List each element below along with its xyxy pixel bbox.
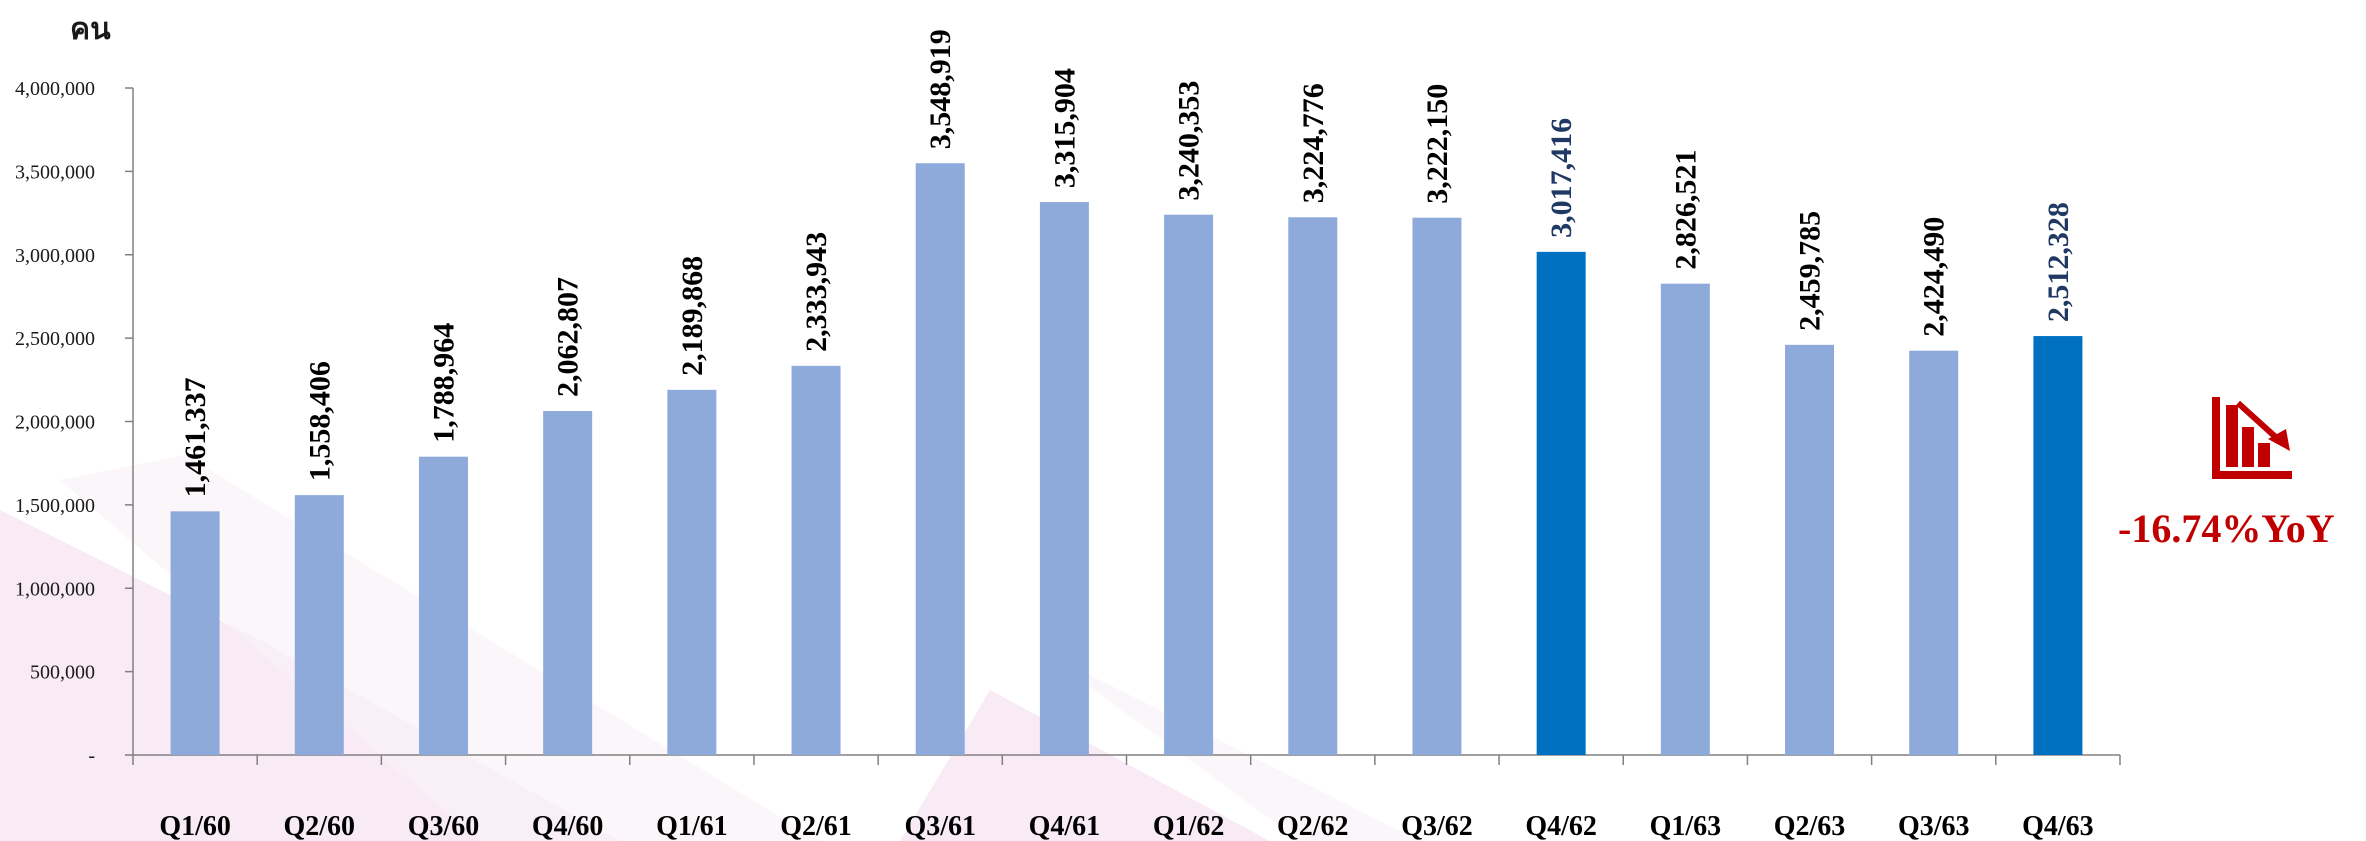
bar <box>1660 283 1710 755</box>
bar-value-label: 3,240,353 <box>1173 81 1206 201</box>
bar-value-label: 1,461,337 <box>179 377 212 497</box>
yoy-change-label: -16.74%YoY <box>2118 506 2335 551</box>
y-tick-label: 500,000 <box>30 662 95 684</box>
x-tick-label: Q2/62 <box>1277 811 1349 841</box>
x-tick-label: Q3/63 <box>1898 811 1970 841</box>
bar-value-label: 2,424,490 <box>1918 217 1951 337</box>
x-tick-label: Q1/63 <box>1650 811 1722 841</box>
bar-value-label: 2,512,328 <box>2042 202 2075 322</box>
x-tick-label: Q3/62 <box>1401 811 1473 841</box>
bar-value-label: 2,333,943 <box>800 232 833 352</box>
bar <box>1412 217 1462 755</box>
y-tick-label: 3,500,000 <box>15 161 95 183</box>
bar-value-label: 3,222,150 <box>1421 84 1454 204</box>
x-tick-label: Q2/60 <box>284 811 356 841</box>
x-tick-label: Q4/63 <box>2022 811 2094 841</box>
x-tick-label: Q4/61 <box>1029 811 1101 841</box>
bar <box>1288 217 1338 755</box>
bar <box>1909 350 1959 755</box>
x-tick-label: Q2/61 <box>780 811 852 841</box>
bar-value-label: 1,788,964 <box>427 323 460 443</box>
bar-value-label: 3,548,919 <box>924 29 957 149</box>
bar <box>1536 251 1586 755</box>
bar <box>915 163 965 755</box>
bar <box>1785 344 1835 755</box>
bar <box>2033 336 2083 755</box>
y-tick-label: 4,000,000 <box>15 78 95 100</box>
x-tick-label: Q2/63 <box>1774 811 1846 841</box>
x-tick-label: Q1/62 <box>1153 811 1225 841</box>
chart-down-trend-icon <box>2212 397 2292 479</box>
bar <box>791 365 841 755</box>
y-tick-label: 3,000,000 <box>15 245 95 267</box>
x-tick-label: Q3/60 <box>408 811 480 841</box>
x-tick-label: Q4/60 <box>532 811 604 841</box>
unit-label: คน <box>70 12 111 47</box>
bar <box>667 389 717 755</box>
bar-value-label: 2,189,868 <box>676 256 709 376</box>
bar-value-label: 3,224,776 <box>1297 83 1330 203</box>
x-tick-label: Q3/61 <box>904 811 976 841</box>
x-tick-label: Q1/60 <box>159 811 231 841</box>
y-tick-label: 2,500,000 <box>15 328 95 350</box>
bar-value-label: 1,558,406 <box>303 361 336 481</box>
x-tick-label: Q4/62 <box>1525 811 1597 841</box>
y-tick-label: - <box>88 745 95 767</box>
bar-value-label: 2,459,785 <box>1794 211 1827 331</box>
bar <box>1039 202 1089 756</box>
y-tick-label: 1,500,000 <box>15 495 95 517</box>
bar <box>170 511 220 755</box>
bar <box>543 411 593 755</box>
bar <box>418 456 468 755</box>
y-tick-label: 1,000,000 <box>15 578 95 600</box>
x-tick-label: Q1/61 <box>656 811 728 841</box>
bar-value-label: 2,826,521 <box>1669 150 1702 270</box>
bar <box>294 495 344 755</box>
bar-value-label: 3,315,904 <box>1048 68 1081 188</box>
bar-value-label: 3,017,416 <box>1545 118 1578 238</box>
bar <box>1164 214 1214 755</box>
bar-value-label: 2,062,807 <box>552 277 585 397</box>
y-tick-label: 2,000,000 <box>15 412 95 434</box>
